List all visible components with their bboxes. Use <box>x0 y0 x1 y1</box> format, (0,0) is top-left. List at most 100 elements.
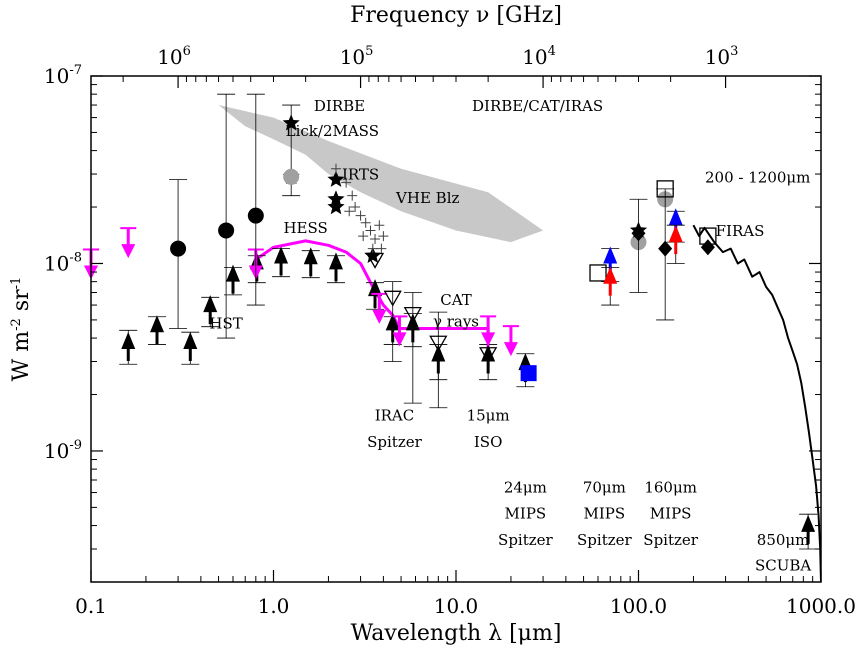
data-point-arrow-up-0-15-head <box>801 514 816 532</box>
top-tick-label-1: 105 <box>340 44 374 69</box>
annotation-6: CAT <box>440 291 472 309</box>
data-point-arrow-up-9-1-head <box>668 208 683 226</box>
data-point-triangle-down-open-6-4 <box>479 347 498 364</box>
data-point-arrow-down-1-5-head <box>481 332 496 347</box>
annotation-19: MIPS <box>584 505 626 523</box>
annotation-13: 15μm <box>467 407 510 425</box>
data-point-plus-5-12 <box>367 243 378 254</box>
data-point-arrow-up-0-7-head <box>303 247 318 265</box>
data-point-plus-5-6 <box>365 225 376 236</box>
y-tick-label-2: 10-7 <box>44 63 82 88</box>
x-tick-label-4: 1000.0 <box>786 594 856 618</box>
data-point-star-3-2 <box>327 170 345 187</box>
annotation-3: VHE Blz <box>395 189 459 207</box>
data-point-plus-5-13 <box>376 243 387 254</box>
data-point-plus-5-0 <box>330 163 341 174</box>
annotation-14: ISO <box>474 433 503 451</box>
annotation-2: IRTS <box>342 166 379 184</box>
x-tick-label-3: 100.0 <box>610 594 667 618</box>
data-point-arrow-up-10-0-head <box>603 266 618 284</box>
data-point-plus-5-5 <box>360 217 371 228</box>
annotation-8: DIRBE/CAT/IRAS <box>472 97 603 115</box>
data-point-circle-2-0 <box>170 240 187 257</box>
annotation-23: Spitzer <box>643 531 698 549</box>
annotation-17: Spitzer <box>498 531 553 549</box>
data-point-diamond-12-0 <box>631 225 646 242</box>
data-point-arrow-up-0-13-head <box>481 344 496 362</box>
data-point-plus-5-1 <box>341 177 352 188</box>
data-point-arrow-down-1-1-head <box>121 244 136 259</box>
data-point-arrow-up-0-2-head <box>183 331 198 349</box>
data-point-plus-5-8 <box>374 220 385 231</box>
annotation-25: SCUBA <box>755 557 811 575</box>
data-point-triangle-down-open-6-1 <box>383 290 402 307</box>
firas-spectrum-line <box>692 224 821 582</box>
data-point-plus-5-11 <box>358 231 369 242</box>
data-point-grey-circle-4-0 <box>283 168 300 185</box>
data-point-plus-5-3 <box>350 202 361 213</box>
axes-layer: 0.1 1.0 10.0 100.0 1000.0 10-9 10-8 10-7 106 105 1… <box>44 44 856 618</box>
data-point-triangle-down-open-6-2 <box>403 306 422 323</box>
data-point-plus-5-9 <box>378 231 389 242</box>
annotations-layer: DIRBE Lick/2MASS IRTS VHE Blz HESS HST CAT γ ra… <box>209 97 811 575</box>
annotation-12: Spitzer <box>367 433 422 451</box>
top-tick-label-3: 103 <box>705 44 739 69</box>
data-point-diamond-12-1 <box>658 240 673 257</box>
data-point-circle-2-1 <box>218 222 235 239</box>
vhe-blazar-band <box>218 105 544 243</box>
annotation-11: IRAC <box>375 407 415 425</box>
data-point-star-3-0 <box>282 114 300 131</box>
annotation-4: HESS <box>283 219 327 237</box>
annotation-24: 850μm <box>757 531 810 549</box>
y-tick-label-1: 10-8 <box>44 250 82 275</box>
annotation-21: 160μm <box>644 479 697 497</box>
data-point-arrow-up-0-6-head <box>274 246 289 264</box>
annotation-20: Spitzer <box>577 531 632 549</box>
annotation-10: FIRAS <box>716 222 765 240</box>
annotation-22: MIPS <box>650 505 692 523</box>
top-tick-label-2: 104 <box>522 44 556 69</box>
annotation-1: Lick/2MASS <box>286 122 379 140</box>
top-tick-label-0: 106 <box>157 44 191 69</box>
data-point-star-3-4 <box>327 198 345 215</box>
data-point-plus-5-10 <box>344 206 355 217</box>
y-tick-label-0: 10-9 <box>44 438 82 463</box>
data-point-arrow-down-1-6-head <box>503 342 518 357</box>
data-point-arrow-up-0-3-head <box>203 295 218 313</box>
data-point-square-blue-7-0 <box>520 365 537 382</box>
annotation-18: 70μm <box>583 479 626 497</box>
x-tick-label-0: 0.1 <box>75 594 107 618</box>
data-point-arrow-up-9-0-head <box>603 246 618 264</box>
data-point-arrow-up-0-1-head <box>150 315 165 333</box>
annotation-9: 200 - 1200μm <box>705 169 810 187</box>
top-axis-title: Frequency ν [GHz] <box>350 3 562 28</box>
vhe-band-layer <box>218 105 544 243</box>
x-tick-label-1: 1.0 <box>258 594 290 618</box>
y-axis-title: W m-2 sr-1 <box>9 277 34 382</box>
annotation-16: MIPS <box>505 505 547 523</box>
data-point-arrow-down-1-3-head <box>372 309 387 324</box>
data-point-arrow-up-0-0-head <box>121 331 136 349</box>
data-point-circle-2-2 <box>247 207 264 224</box>
data-point-arrow-up-0-9-head <box>368 279 383 297</box>
data-points-layer <box>83 93 818 550</box>
data-point-arrow-up-10-1-head <box>668 225 683 243</box>
data-point-star-3-5 <box>364 246 382 263</box>
data-point-arrow-up-0-8-head <box>328 252 343 270</box>
data-point-arrow-down-1-4-head <box>392 332 407 347</box>
annotation-5: HST <box>209 314 242 332</box>
annotation-15: 24μm <box>504 479 547 497</box>
data-point-square-open-8-0 <box>589 264 607 282</box>
data-point-diamond-12-2 <box>700 239 715 256</box>
x-axis-title: Wavelength λ [μm] <box>351 621 562 646</box>
data-point-plus-5-7 <box>370 234 381 245</box>
data-point-plus-5-2 <box>347 190 358 201</box>
annotation-0: DIRBE <box>314 97 365 115</box>
data-point-arrow-up-0-4-head <box>226 264 241 282</box>
data-point-plus-5-4 <box>355 210 366 221</box>
data-point-triangle-down-open-6-0 <box>365 252 385 269</box>
x-tick-label-2: 10.0 <box>434 594 479 618</box>
data-point-triangle-down-open-6-3 <box>429 335 448 352</box>
